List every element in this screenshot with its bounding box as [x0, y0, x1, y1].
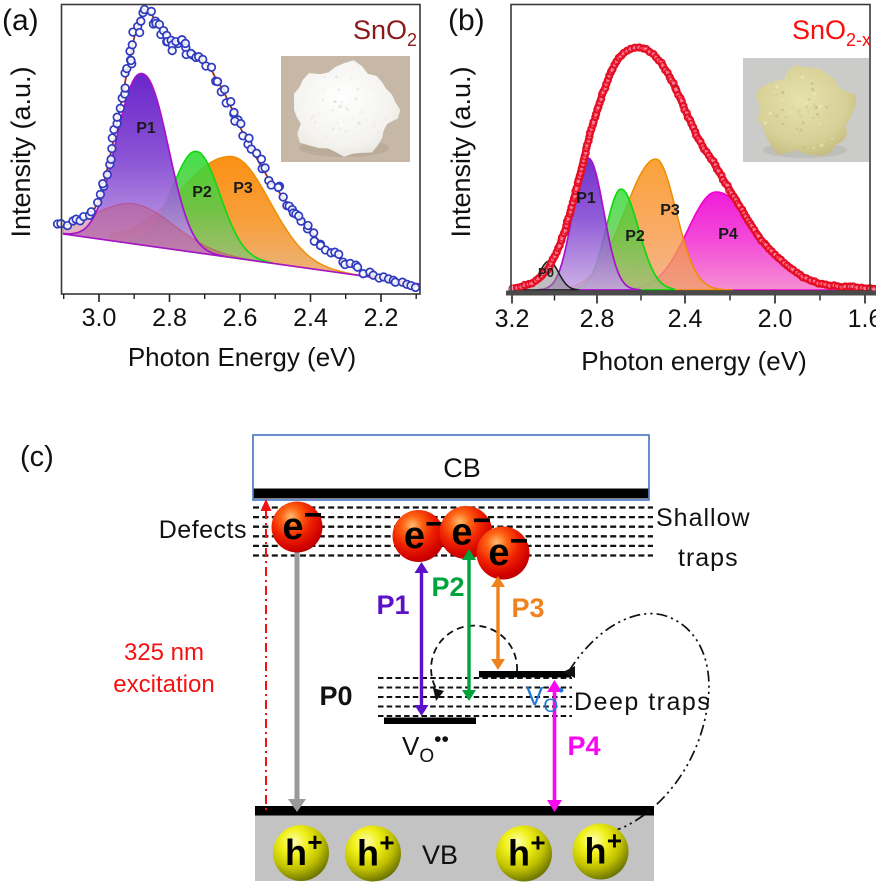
svg-text:Deep traps: Deep traps: [574, 688, 711, 716]
svg-text:(b): (b): [448, 4, 485, 37]
svg-text:2.0: 2.0: [758, 305, 793, 333]
svg-text:3.0: 3.0: [82, 304, 117, 332]
svg-text:SnO2-x: SnO2-x: [792, 15, 871, 50]
svg-text:P4: P4: [567, 731, 600, 761]
svg-text:+: +: [530, 828, 545, 858]
svg-text:+: +: [307, 827, 322, 857]
svg-text:2.8: 2.8: [580, 305, 615, 333]
svg-text:e: e: [282, 506, 303, 548]
svg-text:3.2: 3.2: [495, 305, 530, 333]
svg-text:e: e: [488, 532, 509, 574]
svg-text:VB: VB: [422, 840, 458, 870]
svg-text:+: +: [607, 826, 622, 856]
svg-text:excitation: excitation: [113, 671, 214, 698]
svg-text:2.4: 2.4: [293, 304, 328, 332]
svg-text:2.8: 2.8: [152, 304, 187, 332]
svg-text:VO••: VO••: [402, 728, 449, 767]
svg-text:Photon Energy (eV): Photon Energy (eV): [128, 342, 356, 372]
svg-text:2.4: 2.4: [668, 305, 703, 333]
svg-text:CB: CB: [443, 453, 481, 483]
svg-text:Photon energy (eV): Photon energy (eV): [581, 346, 806, 376]
svg-text:e: e: [451, 512, 472, 554]
svg-text:h: h: [585, 831, 607, 872]
svg-text:P3: P3: [511, 593, 544, 623]
svg-text:1.6: 1.6: [848, 305, 876, 333]
svg-text:P0: P0: [538, 265, 554, 280]
svg-text:Intensity (a.u.): Intensity (a.u.): [446, 66, 476, 237]
svg-text:P2: P2: [431, 572, 464, 602]
svg-text:e: e: [404, 515, 425, 557]
svg-text:h: h: [285, 832, 307, 873]
svg-text:traps: traps: [678, 544, 739, 572]
svg-text:P4: P4: [718, 226, 738, 243]
svg-text:P3: P3: [233, 180, 253, 197]
svg-text:+: +: [379, 828, 394, 858]
svg-text:P0: P0: [319, 681, 352, 711]
svg-text:h: h: [508, 833, 530, 874]
svg-text:(a): (a): [2, 4, 39, 37]
svg-text:Defects: Defects: [159, 516, 247, 544]
svg-text:VO•: VO•: [526, 681, 564, 717]
svg-text:(c): (c): [20, 441, 54, 473]
svg-text:SnO2: SnO2: [353, 15, 417, 50]
svg-text:Intensity (a.u.): Intensity (a.u.): [6, 66, 36, 237]
svg-text:P2: P2: [625, 228, 645, 245]
svg-text:P1: P1: [136, 120, 156, 137]
svg-text:325 nm: 325 nm: [124, 639, 204, 666]
svg-text:Shallow: Shallow: [656, 504, 751, 532]
svg-text:2.6: 2.6: [223, 304, 258, 332]
svg-text:P3: P3: [660, 202, 680, 219]
svg-text:P1: P1: [576, 190, 596, 207]
svg-text:2.2: 2.2: [364, 304, 399, 332]
svg-text:P1: P1: [376, 590, 409, 620]
svg-text:P2: P2: [192, 184, 212, 201]
svg-text:h: h: [357, 833, 379, 874]
